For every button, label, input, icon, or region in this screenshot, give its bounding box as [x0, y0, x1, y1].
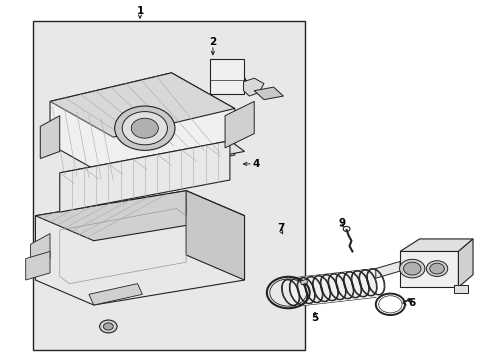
Text: 3: 3: [228, 63, 236, 72]
Text: 6: 6: [408, 298, 415, 308]
Text: 1: 1: [136, 6, 143, 17]
Circle shape: [399, 259, 424, 278]
Bar: [210, 59, 243, 94]
Polygon shape: [453, 285, 467, 293]
Polygon shape: [243, 78, 264, 96]
Polygon shape: [300, 279, 307, 285]
Polygon shape: [35, 191, 244, 305]
Text: 7: 7: [277, 223, 284, 233]
Polygon shape: [35, 191, 244, 241]
Circle shape: [403, 262, 420, 275]
Text: 5: 5: [311, 312, 318, 323]
Polygon shape: [458, 239, 472, 287]
Polygon shape: [40, 116, 60, 158]
Circle shape: [103, 323, 113, 330]
Circle shape: [122, 112, 167, 145]
Circle shape: [115, 106, 175, 150]
Polygon shape: [224, 102, 254, 148]
Polygon shape: [50, 73, 234, 137]
Circle shape: [426, 261, 447, 276]
Circle shape: [407, 298, 411, 302]
Circle shape: [100, 320, 117, 333]
Polygon shape: [50, 73, 234, 180]
Circle shape: [131, 118, 158, 138]
Polygon shape: [375, 261, 399, 278]
Polygon shape: [186, 191, 244, 280]
Polygon shape: [399, 251, 458, 287]
Polygon shape: [26, 251, 50, 280]
Polygon shape: [89, 284, 142, 305]
Text: 8: 8: [432, 261, 439, 271]
Polygon shape: [254, 87, 283, 100]
Text: 9: 9: [338, 218, 345, 228]
Polygon shape: [290, 269, 375, 307]
Text: 2: 2: [209, 37, 216, 48]
Text: 4: 4: [252, 159, 260, 169]
Polygon shape: [60, 141, 244, 184]
Polygon shape: [399, 239, 472, 251]
Polygon shape: [60, 141, 229, 212]
Polygon shape: [30, 234, 50, 269]
Circle shape: [429, 263, 444, 274]
Bar: [33, 21, 305, 350]
